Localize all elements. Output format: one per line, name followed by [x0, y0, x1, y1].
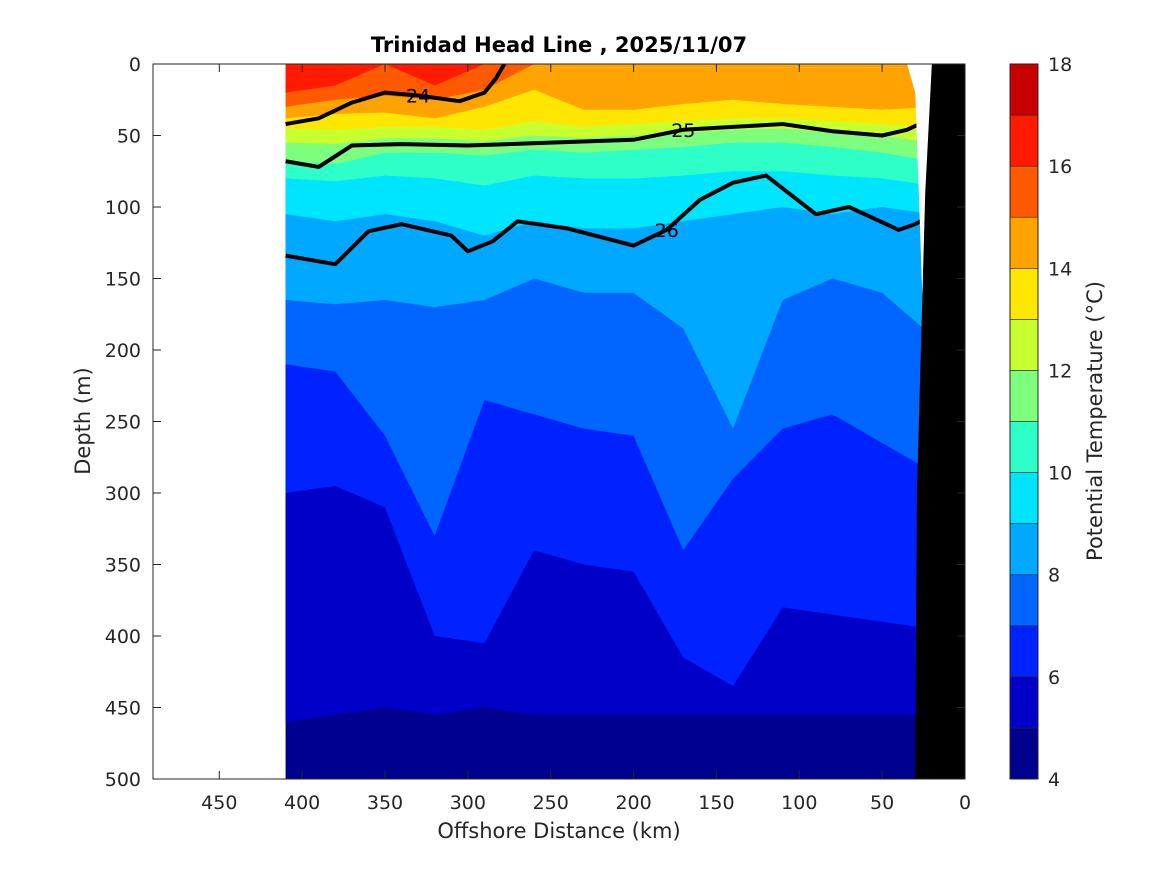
density-contours: 24 25 26 — [285, 64, 933, 267]
y-axis-label: Depth (m) — [71, 367, 95, 474]
contour-label-24: 24 — [406, 85, 430, 107]
colorbar-frame — [1009, 63, 1039, 780]
x-tick-label: 200 — [615, 792, 651, 814]
colorbar-swatch — [1009, 523, 1039, 576]
colorbar-swatch — [1009, 216, 1039, 269]
colorbar-tick-label: 14 — [1048, 258, 1072, 280]
colorbar-swatch — [1009, 370, 1039, 422]
colorbar-swatch — [1009, 727, 1039, 780]
y-tick-label: 500 — [105, 769, 141, 791]
x-tick-label: 300 — [450, 792, 486, 814]
colorbar-label: Potential Temperature (°C) — [1083, 281, 1107, 561]
colorbar-swatch — [1009, 625, 1039, 678]
contour-label-26: 26 — [655, 220, 679, 242]
colorbar-tick-label: 8 — [1048, 565, 1060, 587]
y-tick-label: 250 — [105, 412, 141, 434]
colorbar-tick-label: 6 — [1048, 667, 1060, 689]
y-tick-label: 150 — [105, 269, 141, 291]
temperature-band-16 — [285, 64, 932, 93]
y-tick-label: 450 — [105, 698, 141, 720]
colorbar-swatch — [1009, 421, 1039, 473]
chart-title: Trinidad Head Line , 2025/11/07 — [371, 33, 747, 57]
y-tick-label: 100 — [105, 197, 141, 219]
colorbar-swatch — [1009, 574, 1039, 627]
contour-25 — [285, 116, 933, 169]
colorbar-swatch — [1009, 676, 1039, 729]
x-tick-label: 150 — [698, 792, 734, 814]
x-tick-label: 350 — [367, 792, 403, 814]
y-tick-label: 350 — [105, 555, 141, 577]
x-tick-label: 450 — [201, 792, 237, 814]
colorbar-tick-label: 12 — [1048, 360, 1072, 382]
contour-26 — [285, 173, 933, 267]
contour-label-25: 25 — [671, 120, 695, 142]
colorbar-swatch — [1009, 165, 1039, 218]
colorbar-tick-label: 4 — [1048, 769, 1060, 791]
colorbar-tick-label: 18 — [1048, 54, 1072, 76]
seafloor-topography — [915, 64, 965, 779]
x-axis-label: Offshore Distance (km) — [437, 819, 680, 843]
x-tick-label: 250 — [533, 792, 569, 814]
temperature-field — [285, 64, 932, 779]
x-tick-label: 0 — [959, 792, 971, 814]
colorbar-tick-label: 10 — [1048, 463, 1072, 485]
y-tick-label: 400 — [105, 626, 141, 648]
colorbar-swatch — [1009, 472, 1039, 524]
x-tick-label: 400 — [284, 792, 320, 814]
y-axis: 0 50 100 150 200 250 300 350 400 450 500 — [105, 54, 965, 791]
colorbar-swatch — [1009, 63, 1039, 116]
seafloor-mask — [907, 64, 965, 779]
x-tick-label: 50 — [870, 792, 894, 814]
colorbar-swatch — [1009, 267, 1039, 320]
colorbar-tick-label: 16 — [1048, 156, 1072, 178]
contour-24 — [285, 64, 507, 127]
colorbar-swatch — [1009, 114, 1039, 167]
y-tick-label: 300 — [105, 483, 141, 505]
y-tick-label: 50 — [117, 126, 141, 148]
x-tick-label: 100 — [781, 792, 817, 814]
y-tick-label: 0 — [129, 54, 141, 76]
x-axis: 450 400 350 300 250 200 150 100 50 0 — [201, 64, 971, 814]
colorbar: 4 6 8 10 12 14 16 18 — [1009, 54, 1072, 791]
colorbar-swatch — [1009, 319, 1039, 371]
y-tick-label: 200 — [105, 340, 141, 362]
